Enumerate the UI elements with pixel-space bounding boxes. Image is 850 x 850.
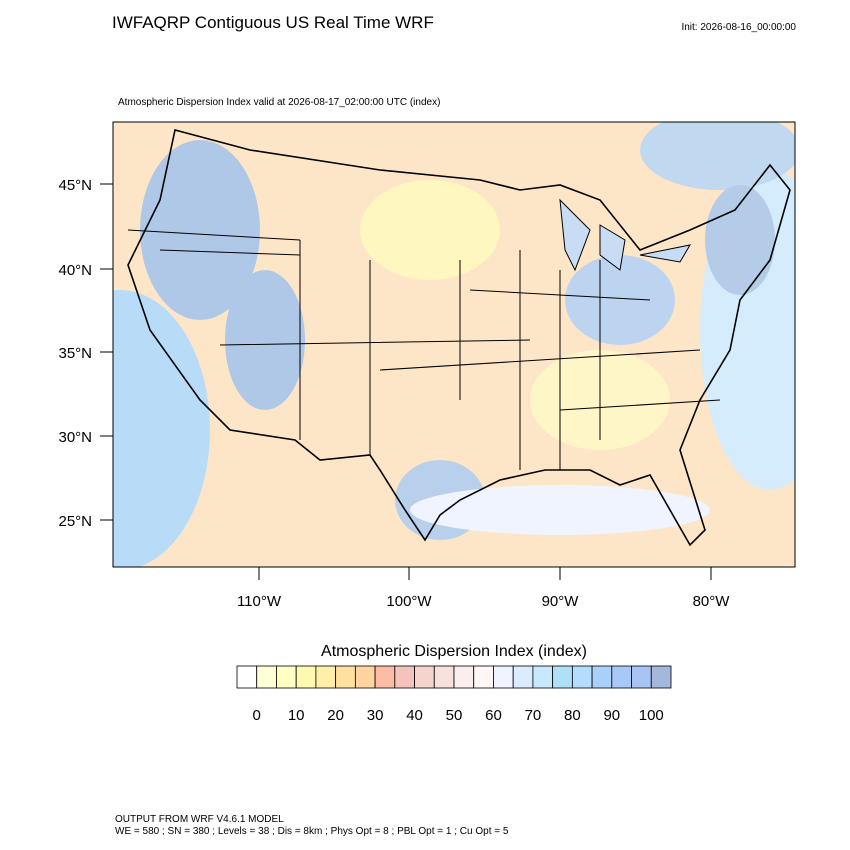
colorbar-box — [335, 665, 356, 689]
us-outline — [127, 129, 791, 547]
colorbar-box — [512, 665, 534, 689]
lat-label: 25°N — [58, 513, 92, 530]
colorbar-tick-label: 90 — [603, 707, 620, 724]
field-patch — [225, 270, 305, 410]
lat-label: 45°N — [58, 177, 92, 194]
colorbar-box — [414, 665, 435, 689]
lon-label: 80°W — [693, 593, 731, 610]
colorbar-box — [394, 665, 415, 689]
lon-label: 110°W — [237, 593, 282, 610]
colorbar-tick-label: 60 — [485, 707, 502, 724]
footer-line: WE = 580 ; SN = 380 ; Levels = 38 ; Dis … — [115, 826, 509, 837]
lat-label: 35°N — [58, 345, 92, 362]
colorbar-box — [236, 665, 258, 689]
field-patch — [565, 255, 675, 345]
lon-label: 100°W — [386, 593, 432, 610]
colorbar-box — [650, 665, 672, 689]
colorbar-tick-label: 40 — [406, 707, 423, 724]
colorbar-tick-label: 0 — [253, 707, 261, 724]
colorbar-box — [631, 665, 652, 689]
map-field — [113, 122, 795, 567]
colorbar-box — [295, 665, 317, 689]
colorbar-tick-label: 30 — [367, 707, 384, 724]
init-time: Init: 2026-08-16_00:00:00 — [681, 22, 796, 33]
colorbar-box — [374, 665, 396, 689]
colorbar-box — [473, 665, 494, 689]
field-patch — [640, 122, 795, 190]
colorbar-box — [611, 665, 632, 689]
colorbar-box — [571, 665, 593, 689]
lat-label: 40°N — [58, 262, 92, 279]
colorbar-box — [532, 665, 554, 689]
lon-label: 90°W — [542, 593, 580, 610]
subtitle: Atmospheric Dispersion Index valid at 20… — [118, 97, 440, 108]
colorbar-box — [354, 665, 376, 689]
field-patch — [113, 290, 210, 567]
colorbar-box — [433, 665, 455, 689]
colorbar-tick-label: 80 — [564, 707, 581, 724]
field-patch — [140, 140, 260, 320]
colorbar-box — [453, 665, 475, 689]
great-lakes — [559, 198, 691, 272]
state-borders — [127, 229, 721, 470]
colorbar-title: Atmospheric Dispersion Index (index) — [321, 643, 587, 660]
colorbar-box — [493, 665, 514, 689]
colorbar-box — [315, 665, 337, 689]
colorbar-box — [552, 665, 573, 689]
colorbar-tick-label: 20 — [327, 707, 344, 724]
colorbar-tick-label: 100 — [639, 707, 664, 724]
colorbar-tick-label: 10 — [288, 707, 305, 724]
colorbar-box — [276, 665, 297, 689]
colorbar-tick-label: 70 — [525, 707, 542, 724]
map-frame — [112, 121, 796, 568]
colorbar-tick-label: 50 — [446, 707, 463, 724]
field-patch — [705, 185, 775, 295]
field-patch — [410, 485, 710, 535]
colorbar-box — [256, 665, 277, 689]
footer-line: OUTPUT FROM WRF V4.6.1 MODEL — [115, 814, 284, 825]
field-patch — [360, 180, 500, 280]
lat-label: 30°N — [58, 429, 92, 446]
title: IWFAQRP Contiguous US Real Time WRF — [112, 13, 434, 32]
colorbar-box — [591, 665, 613, 689]
